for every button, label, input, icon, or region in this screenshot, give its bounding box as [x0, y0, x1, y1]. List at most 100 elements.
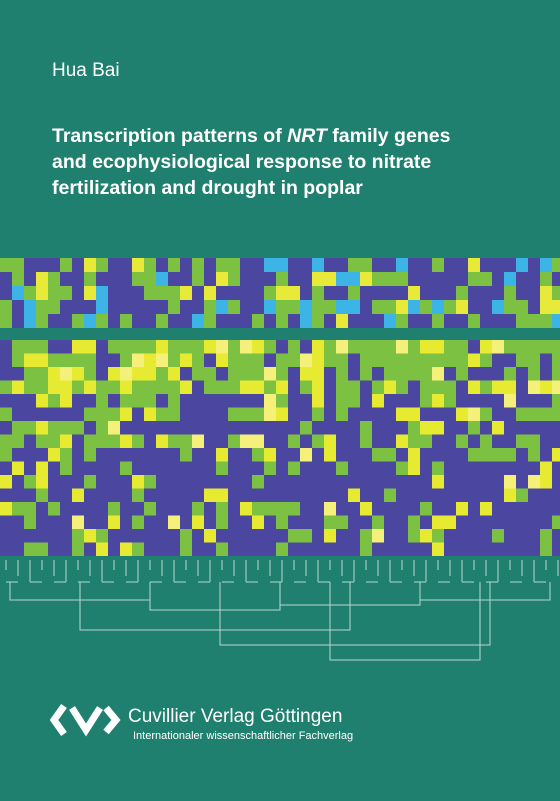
heatmap-cell [468, 434, 480, 448]
heatmap-cell [360, 488, 372, 502]
heatmap-cell [480, 515, 492, 529]
heatmap-cell [552, 353, 560, 367]
heatmap-cell [168, 367, 180, 381]
heatmap-cell [156, 367, 168, 381]
heatmap-cell [288, 502, 300, 516]
heatmap-cell [12, 314, 24, 328]
heatmap-cell [264, 421, 276, 435]
heatmap-cell [108, 502, 120, 516]
heatmap-cell [504, 515, 516, 529]
heatmap-cell [456, 394, 468, 408]
heatmap-cell [300, 340, 312, 354]
heatmap-cell [456, 502, 468, 516]
heatmap-cell [156, 515, 168, 529]
heatmap-cell [432, 529, 444, 543]
heatmap-cell [516, 258, 528, 272]
heatmap-cell [312, 258, 324, 272]
heatmap-cell [468, 488, 480, 502]
heatmap-cell [348, 475, 360, 489]
heatmap-cell [540, 314, 552, 328]
heatmap-cell [216, 542, 228, 556]
heatmap-cell [264, 488, 276, 502]
heatmap-cell [372, 434, 384, 448]
heatmap-cell [48, 394, 60, 408]
heatmap-cell [468, 529, 480, 543]
heatmap-cell [168, 258, 180, 272]
heatmap-cell [72, 461, 84, 475]
heatmap-cell [432, 314, 444, 328]
heatmap-cell [48, 502, 60, 516]
heatmap-cell [276, 394, 288, 408]
heatmap-cell [108, 380, 120, 394]
heatmap-cell [444, 394, 456, 408]
heatmap-cell [216, 448, 228, 462]
heatmap-cell [468, 367, 480, 381]
heatmap-cell [168, 448, 180, 462]
heatmap-cell [252, 314, 264, 328]
heatmap-cell [384, 502, 396, 516]
heatmap-cell [456, 434, 468, 448]
heatmap-cell [276, 367, 288, 381]
heatmap-cell [228, 488, 240, 502]
heatmap-cell [192, 258, 204, 272]
heatmap-cell [12, 340, 24, 354]
heatmap-cell [132, 502, 144, 516]
heatmap-cell [396, 380, 408, 394]
heatmap-cell [540, 448, 552, 462]
heatmap-cell [420, 421, 432, 435]
heatmap-cell [192, 542, 204, 556]
heatmap-cell [420, 502, 432, 516]
heatmap-cell [132, 367, 144, 381]
heatmap-cell [468, 461, 480, 475]
heatmap-cell [288, 314, 300, 328]
heatmap-cell [120, 434, 132, 448]
heatmap-cell [252, 448, 264, 462]
heatmap-cell [444, 461, 456, 475]
heatmap-cell [84, 515, 96, 529]
heatmap-cell [156, 407, 168, 421]
heatmap-cell [324, 475, 336, 489]
heatmap-cell [504, 488, 516, 502]
heatmap-cell [12, 515, 24, 529]
heatmap-cell [0, 340, 12, 354]
heatmap-cell [228, 529, 240, 543]
heatmap-cell [264, 340, 276, 354]
heatmap-cell [96, 475, 108, 489]
heatmap-cell [192, 394, 204, 408]
heatmap-cell [372, 286, 384, 300]
heatmap-cell [432, 286, 444, 300]
heatmap-cell [252, 515, 264, 529]
heatmap-cell [456, 300, 468, 314]
heatmap-cell [252, 272, 264, 286]
heatmap-cell [204, 272, 216, 286]
heatmap-cell [348, 488, 360, 502]
heatmap-cell [492, 407, 504, 421]
heatmap-cell [348, 367, 360, 381]
heatmap-cell [12, 461, 24, 475]
heatmap-cell [180, 367, 192, 381]
heatmap-cell [492, 314, 504, 328]
heatmap-cell [420, 300, 432, 314]
heatmap-cell [480, 314, 492, 328]
heatmap-cell [240, 488, 252, 502]
heatmap-cell [468, 380, 480, 394]
heatmap-cell [432, 475, 444, 489]
heatmap-cell [0, 300, 12, 314]
heatmap-cell [336, 300, 348, 314]
heatmap-cell [216, 353, 228, 367]
heatmap-cell [240, 353, 252, 367]
heatmap-cell [192, 502, 204, 516]
heatmap-cell [72, 394, 84, 408]
heatmap-cell [48, 461, 60, 475]
heatmap-cell [504, 394, 516, 408]
heatmap-cell [504, 340, 516, 354]
heatmap-cell [96, 434, 108, 448]
heatmap-cell [504, 407, 516, 421]
heatmap-cell [252, 380, 264, 394]
heatmap-cell [84, 502, 96, 516]
heatmap-cell [540, 421, 552, 435]
heatmap-cell [240, 300, 252, 314]
heatmap-cell [24, 502, 36, 516]
heatmap-cell [336, 407, 348, 421]
heatmap-cell [384, 380, 396, 394]
